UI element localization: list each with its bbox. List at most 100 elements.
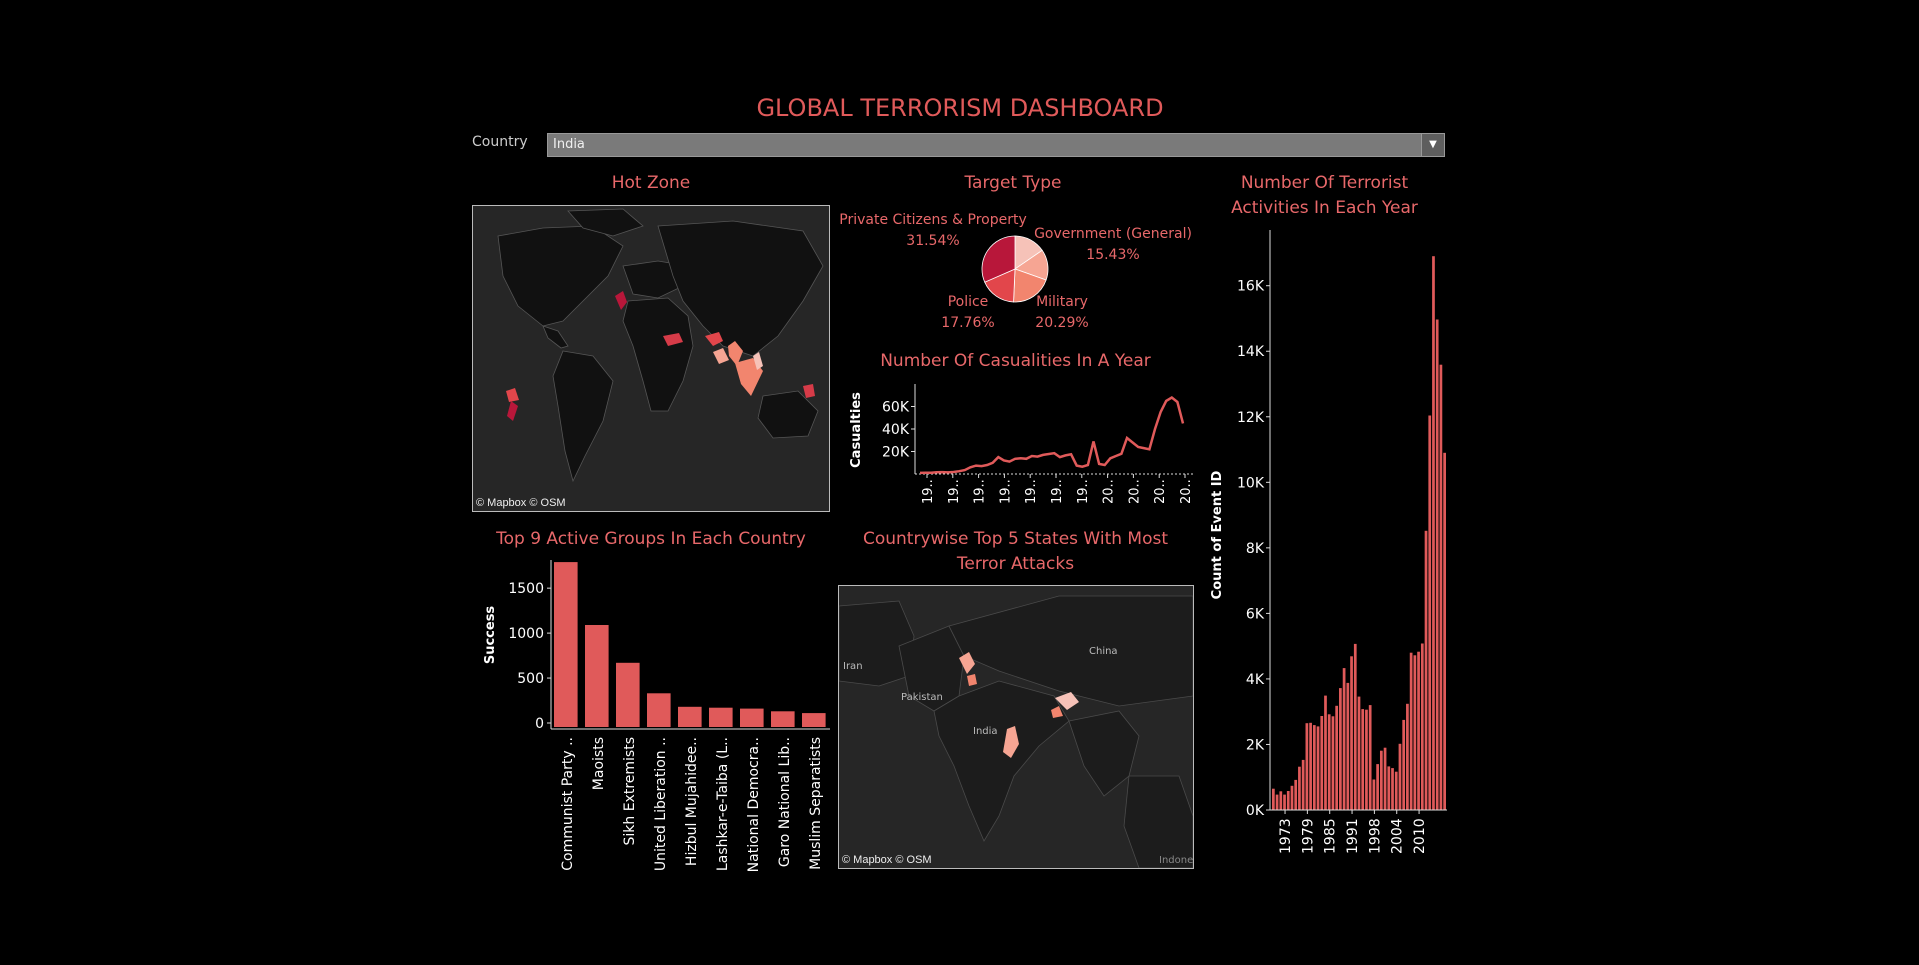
activities-bar[interactable] [1283, 794, 1286, 810]
activities-bar[interactable] [1309, 722, 1312, 810]
activities-bar[interactable] [1357, 696, 1361, 810]
pie-slice[interactable] [981, 235, 1016, 283]
active-groups-bar[interactable] [554, 562, 578, 727]
activities-bar[interactable] [1346, 682, 1350, 810]
pie-pct-private-citizens: 31.54% [906, 233, 959, 249]
activities-ytick-label: 4K [1246, 672, 1265, 688]
activities-ytick-label: 12K [1237, 410, 1265, 426]
pie-label-police: Police [948, 294, 989, 310]
activities-bar[interactable] [1379, 750, 1383, 810]
activities-bar[interactable] [1324, 695, 1327, 810]
active-groups-bar[interactable] [802, 713, 826, 727]
active-groups-category-label: United Liberation .. [653, 737, 669, 871]
active-groups-category-label: Communist Party .. [560, 737, 576, 871]
map-label-iran: Iran [843, 661, 863, 672]
activities-bar[interactable] [1339, 688, 1342, 810]
chevron-down-icon[interactable]: ▼ [1421, 134, 1444, 156]
casualties-xtick-label: 19.. [921, 479, 936, 504]
activities-bar[interactable] [1372, 779, 1376, 811]
pie-slice[interactable] [1013, 268, 1047, 303]
activities-bar[interactable] [1327, 714, 1331, 810]
activities-ytick-label: 16K [1237, 279, 1265, 295]
activities-bar[interactable] [1417, 651, 1420, 810]
activities-bar[interactable] [1275, 794, 1279, 810]
casualties-ytick-label: 60K [882, 400, 910, 416]
map-label-indonesia: Indone [1159, 855, 1194, 866]
activities-bar[interactable] [1428, 415, 1432, 811]
active-groups-category-label: Lashkar-e-Taiba (L.. [715, 737, 731, 871]
activities-bar[interactable] [1331, 716, 1335, 810]
active-groups-bar[interactable] [585, 625, 609, 727]
activities-bar[interactable] [1406, 703, 1409, 810]
activities-bar[interactable] [1413, 655, 1417, 810]
activities-bar[interactable] [1420, 643, 1424, 811]
activities-ytick-label: 10K [1237, 475, 1265, 491]
country-dropdown-value: India [553, 137, 585, 152]
activities-xtick-label: 2010 [1412, 818, 1428, 854]
casualties-title: Number Of Casualities In A Year [880, 351, 1151, 371]
activities-bar[interactable] [1398, 743, 1402, 810]
activities-bar[interactable] [1320, 716, 1324, 810]
casualties-xtick-label: 19.. [1076, 479, 1091, 504]
activities-bar[interactable] [1316, 726, 1320, 810]
activities-bar[interactable] [1432, 256, 1435, 810]
activities-bar[interactable] [1353, 643, 1357, 810]
activities-ytick-label: 8K [1246, 541, 1265, 557]
activities-xtick-label: 1979 [1300, 818, 1316, 854]
activities-bar[interactable] [1383, 747, 1387, 810]
casualties-ylabel: Casualties [849, 392, 864, 468]
active-groups-bar[interactable] [616, 662, 640, 727]
activities-bar[interactable] [1350, 656, 1353, 810]
activities-bar[interactable] [1305, 723, 1309, 810]
activities-bar[interactable] [1335, 705, 1339, 810]
activities-bar[interactable] [1387, 766, 1391, 810]
activities-bar[interactable] [1394, 771, 1398, 810]
country-filter-label: Country [472, 134, 528, 150]
activities-xtick-label: 1973 [1278, 818, 1294, 854]
target-type-pie-chart: Private Citizens & Property 31.54% Gover… [839, 212, 1192, 331]
activities-bar[interactable] [1368, 705, 1372, 810]
activities-bar[interactable] [1272, 788, 1275, 810]
activities-bar[interactable] [1279, 791, 1283, 810]
active-groups-bar[interactable] [678, 706, 702, 727]
casualties-xtick-label: 20.. [1127, 479, 1142, 504]
activities-bar[interactable] [1301, 759, 1305, 810]
active-groups-ylabel: Success [483, 606, 498, 665]
pie-pct-government: 15.43% [1086, 247, 1139, 263]
activities-bar[interactable] [1439, 364, 1443, 810]
activities-bar[interactable] [1365, 709, 1368, 810]
activities-bar[interactable] [1424, 530, 1428, 810]
country-dropdown[interactable]: India ▼ [547, 133, 1445, 157]
casualties-xtick-label: 19.. [1050, 479, 1065, 504]
states-map[interactable]: Iran Pakistan India China Indone © Mapbo… [838, 585, 1194, 869]
activities-ytick-label: 6K [1246, 606, 1265, 622]
active-groups-bar[interactable] [740, 708, 764, 727]
activities-bar[interactable] [1294, 779, 1298, 810]
casualties-xtick-label: 19.. [1024, 479, 1039, 504]
map-label-pakistan: Pakistan [901, 692, 943, 703]
activities-bar[interactable] [1290, 785, 1294, 810]
map-label-china: China [1089, 646, 1118, 657]
active-groups-title: Top 9 Active Groups In Each Country [496, 529, 806, 549]
activities-bar[interactable] [1409, 652, 1413, 810]
activities-bar-chart: Count of Event ID 0K 2K 4K 6K 8K 10K 12K 14K 16K… [1210, 230, 1447, 854]
active-groups-bar[interactable] [647, 693, 671, 727]
activities-bar[interactable] [1286, 791, 1290, 810]
active-groups-bar[interactable] [771, 711, 795, 727]
activities-ytick-label: 14K [1237, 344, 1265, 360]
activities-bar[interactable] [1443, 452, 1446, 810]
activities-bar[interactable] [1298, 766, 1301, 810]
hot-zone-map[interactable]: © Mapbox © OSM [472, 205, 830, 512]
activities-bar[interactable] [1391, 768, 1394, 810]
pie-pct-police: 17.76% [941, 315, 994, 331]
activities-bar[interactable] [1435, 319, 1439, 811]
states-map-title: Countrywise Top 5 States With Most Terro… [838, 527, 1193, 577]
activities-bar[interactable] [1312, 725, 1316, 810]
activities-bar[interactable] [1376, 764, 1379, 810]
activities-bar[interactable] [1402, 719, 1406, 810]
casualties-xtick-label: 19.. [947, 479, 962, 504]
activities-bar[interactable] [1342, 668, 1346, 810]
active-groups-bar-chart: Success 0 500 1000 1500 Communist Party .. M… [483, 560, 830, 872]
activities-bar[interactable] [1361, 709, 1365, 810]
active-groups-bar[interactable] [709, 707, 733, 727]
